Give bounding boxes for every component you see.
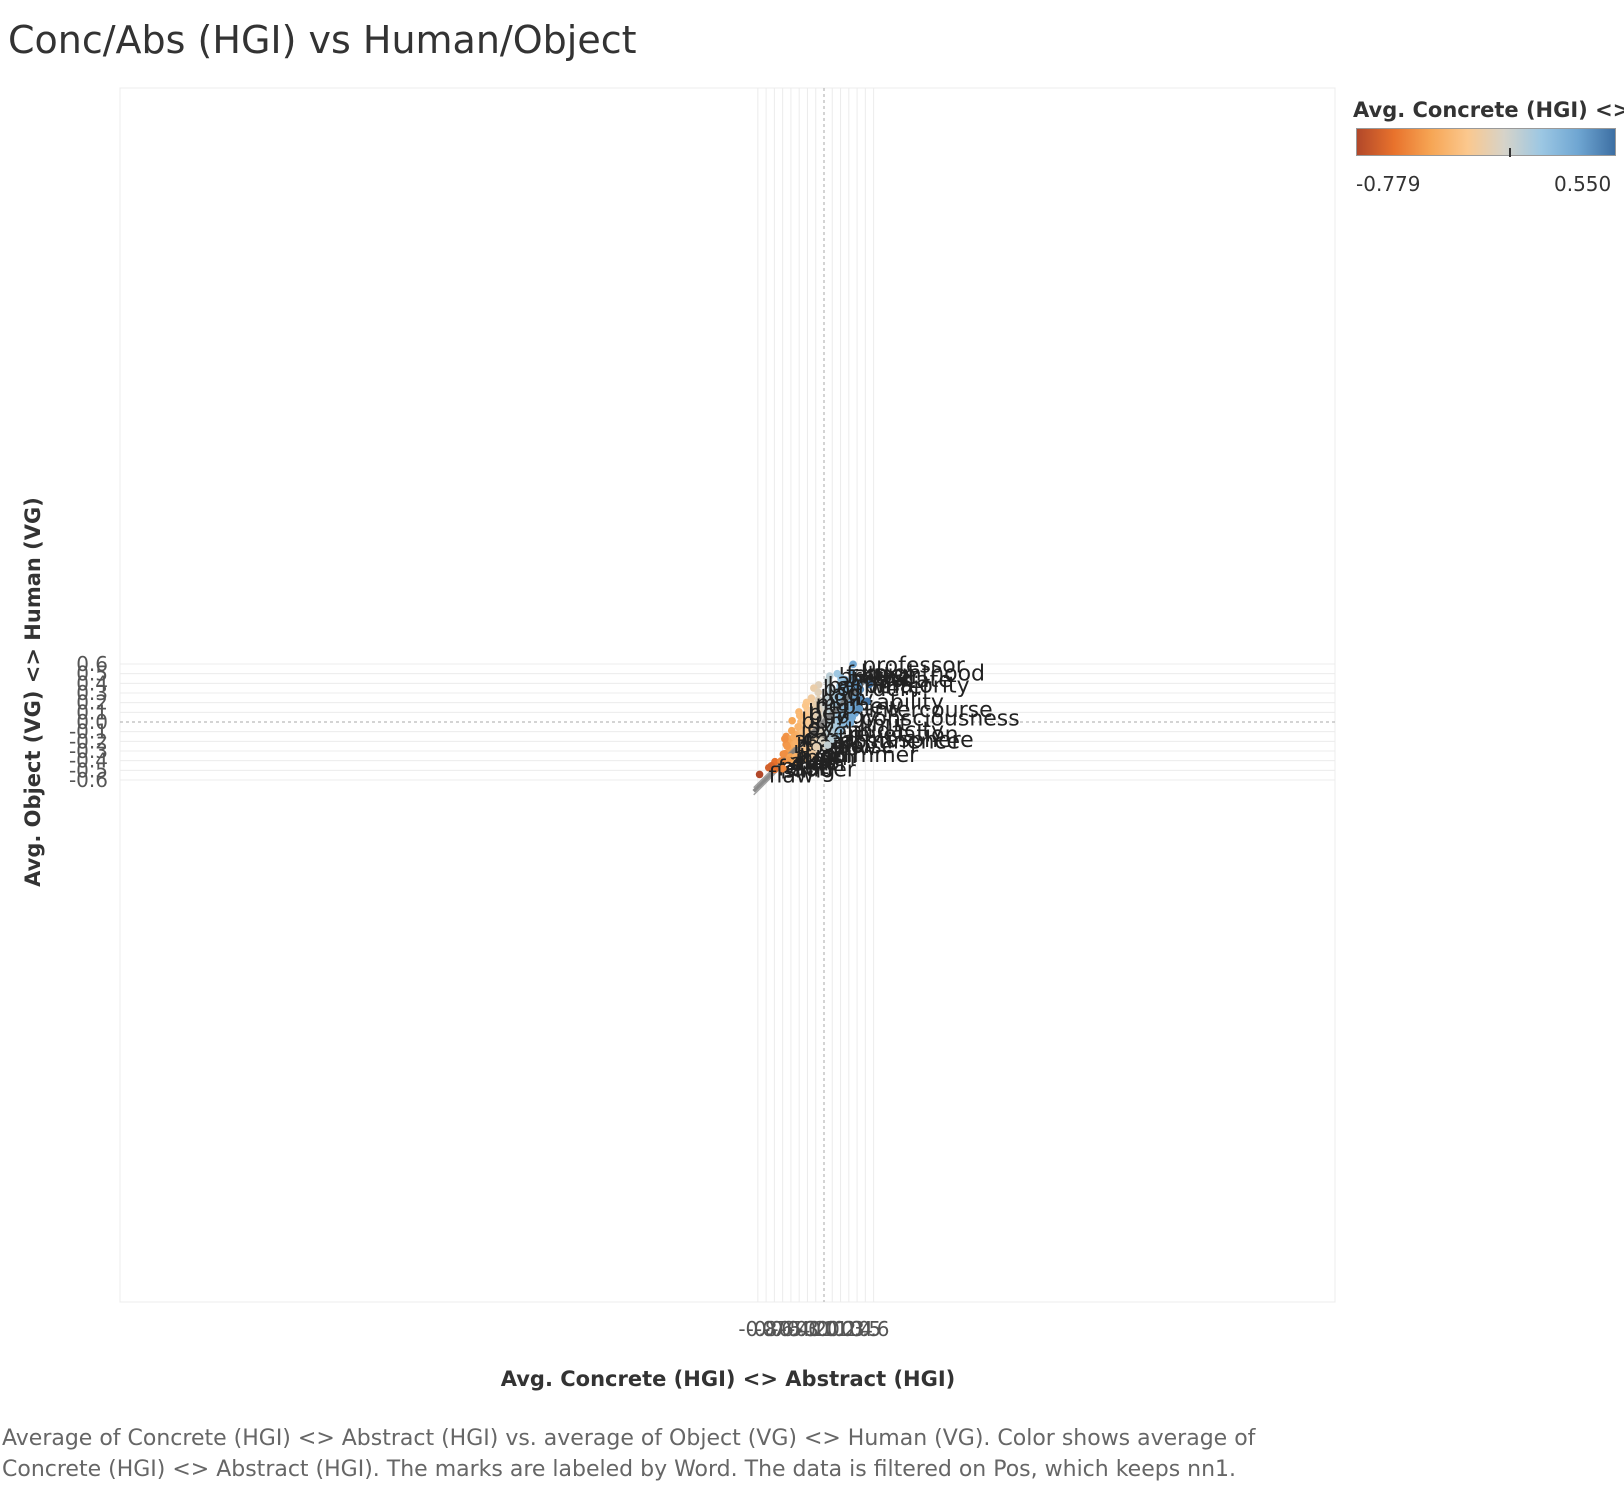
x-axis-title: Avg. Concrete (HGI) <> Abstract (HGI) (501, 1367, 956, 1391)
legend-min-label: -0.779 (1356, 172, 1421, 196)
word-label: flaw (769, 763, 814, 788)
labeled-data-point (788, 716, 796, 725)
labeled-data-point (755, 770, 764, 779)
labeled-data-point (783, 742, 791, 750)
y-tick-label: -0.6 (69, 768, 108, 792)
labeled-data-point (781, 735, 789, 743)
legend-title: Avg. Concrete (HGI) <> .. (1353, 98, 1624, 122)
color-legend-bar (1356, 128, 1616, 156)
legend-zero-tick (1509, 148, 1511, 157)
x-tick-labels: -0.8-0.7-0.6-0.5-0.4-0.3-0.2-0.10.00.10.… (738, 1317, 889, 1341)
y-tick-labels: 0.60.50.40.30.20.10.0-0.1-0.2-0.3-0.4-0.… (69, 652, 108, 792)
chart-title: Conc/Abs (HGI) vs Human/Object (8, 18, 637, 62)
x-tick-label: 0.6 (858, 1317, 890, 1341)
legend-max-label: 0.550 (1554, 172, 1612, 196)
scatter-chart: professorknighthoodfatherbrotherfriendad… (21, 87, 1336, 1391)
grid-lines (119, 87, 1336, 1303)
y-axis-title: Avg. Object (VG) <> Human (VG) (21, 497, 45, 887)
chart-caption: Average of Concrete (HGI) <> Abstract (H… (2, 1426, 1256, 1482)
